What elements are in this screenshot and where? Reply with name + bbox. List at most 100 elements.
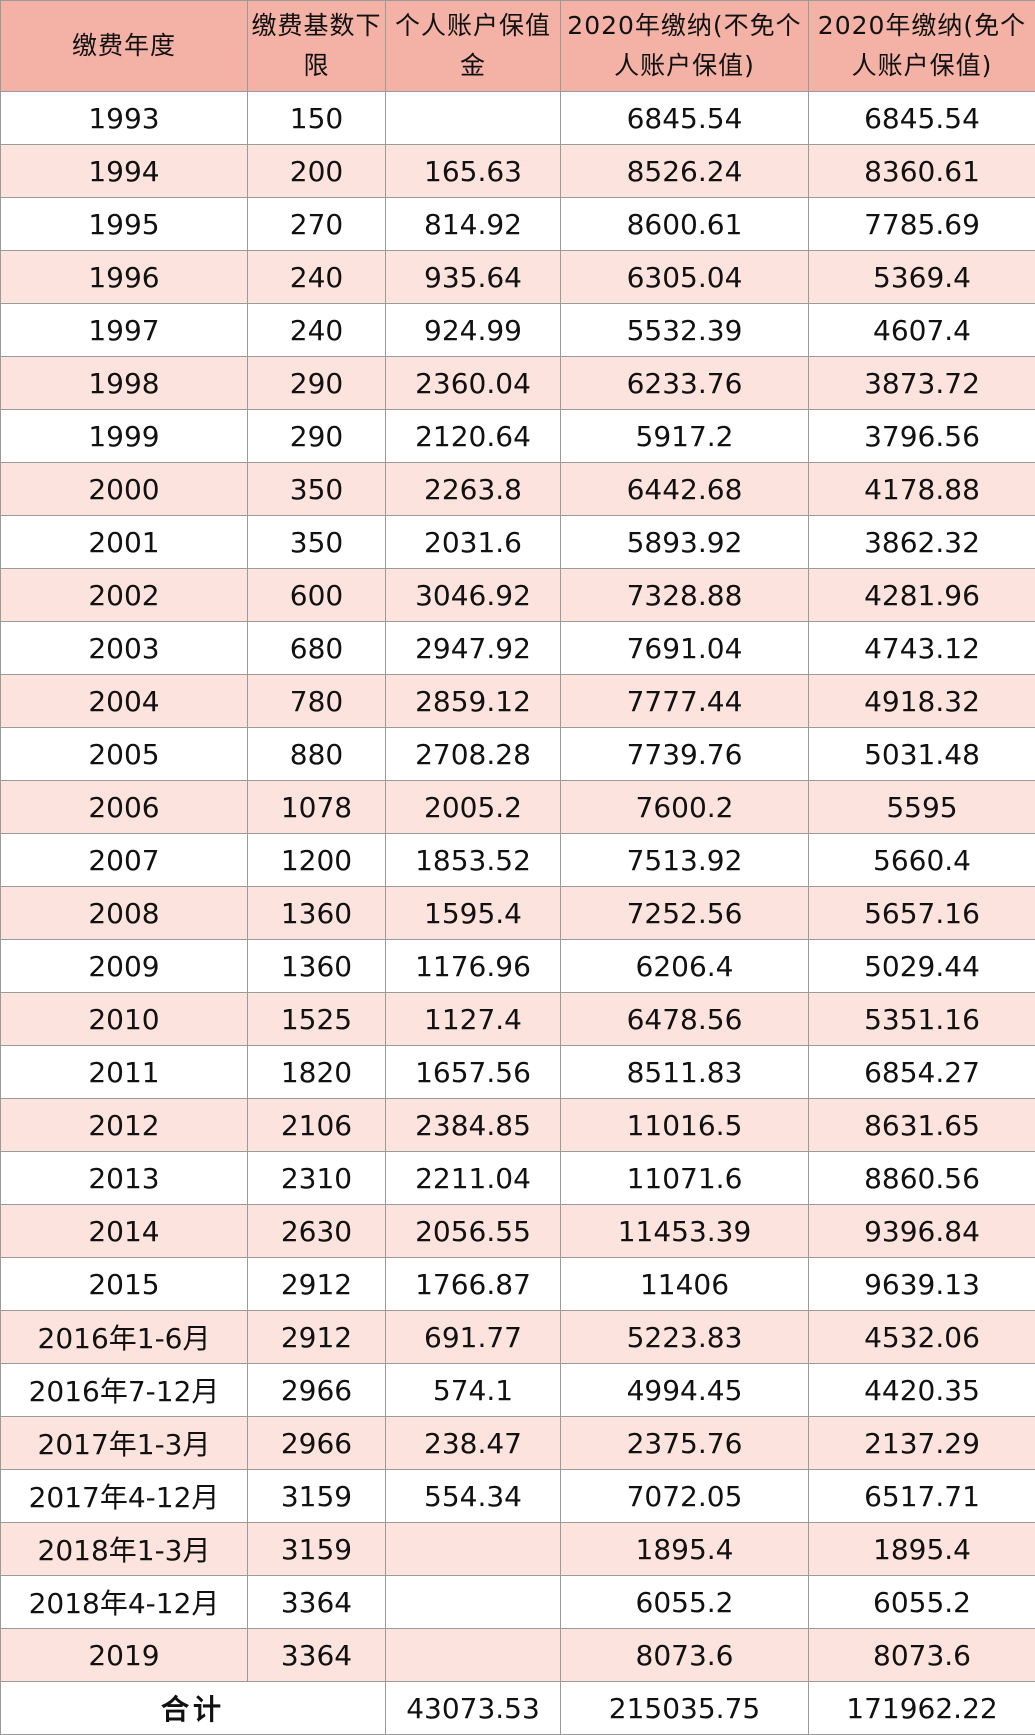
table-cell: 2002	[0, 568, 248, 622]
table-cell: 7600.2	[560, 780, 809, 834]
table-cell: 2310	[247, 1151, 386, 1205]
table-row: 1998 290 2360.04 6233.76 3873.72	[0, 356, 1035, 410]
table-cell: 2966	[247, 1416, 386, 1470]
table-cell: 1895.4	[560, 1522, 809, 1576]
table-cell: 7072.05	[560, 1469, 809, 1523]
table-cell: 600	[247, 568, 386, 622]
table-cell: 5351.16	[808, 992, 1035, 1046]
table-cell: 5029.44	[808, 939, 1035, 993]
table-row: 2011 1820 1657.56 8511.83 6854.27	[0, 1045, 1035, 1099]
table-cell: 8360.61	[808, 144, 1035, 198]
table-cell: 1176.96	[385, 939, 561, 993]
table-cell: 680	[247, 621, 386, 675]
table-cell: 7777.44	[560, 674, 809, 728]
table-cell: 2005.2	[385, 780, 561, 834]
table-cell: 7252.56	[560, 886, 809, 940]
table-cell: 2630	[247, 1204, 386, 1258]
table-cell: 7513.92	[560, 833, 809, 887]
table-cell: 5660.4	[808, 833, 1035, 887]
table-cell: 1999	[0, 409, 248, 463]
table-cell: 2106	[247, 1098, 386, 1152]
table-row: 2010 1525 1127.4 6478.56 5351.16	[0, 992, 1035, 1046]
table-cell: 2966	[247, 1363, 386, 1417]
table-cell: 691.77	[385, 1310, 561, 1364]
table-row: 2008 1360 1595.4 7252.56 5657.16	[0, 886, 1035, 940]
table-row: 2018年1-3月 3159 1895.4 1895.4	[0, 1522, 1035, 1576]
table-cell: 1993	[0, 91, 248, 145]
table-cell: 2009	[0, 939, 248, 993]
table-cell	[385, 1628, 561, 1682]
table-cell: 3862.32	[808, 515, 1035, 569]
table-cell: 4743.12	[808, 621, 1035, 675]
table-cell: 7328.88	[560, 568, 809, 622]
table-cell: 1360	[247, 939, 386, 993]
table-body: 1993 150 6845.54 6845.54 1994 200 165.63 8526.2…	[0, 91, 1035, 1735]
table-cell: 4994.45	[560, 1363, 809, 1417]
table-cell: 2360.04	[385, 356, 561, 410]
table-cell: 6845.54	[808, 91, 1035, 145]
total-label: 合计	[0, 1681, 386, 1735]
table-cell: 935.64	[385, 250, 561, 304]
table-cell: 11453.39	[560, 1204, 809, 1258]
table-row: 2002 600 3046.92 7328.88 4281.96	[0, 568, 1035, 622]
table-row: 2013 2310 2211.04 11071.6 8860.56	[0, 1151, 1035, 1205]
table-row: 1996 240 935.64 6305.04 5369.4	[0, 250, 1035, 304]
header-cell: 缴费基数下限	[247, 0, 386, 92]
table-cell: 1895.4	[808, 1522, 1035, 1576]
table-cell: 240	[247, 303, 386, 357]
table-cell: 350	[247, 515, 386, 569]
table-cell: 8511.83	[560, 1045, 809, 1099]
table-cell: 2859.12	[385, 674, 561, 728]
table-cell: 1525	[247, 992, 386, 1046]
table-cell: 2003	[0, 621, 248, 675]
table-cell: 290	[247, 409, 386, 463]
table-row: 2014 2630 2056.55 11453.39 9396.84	[0, 1204, 1035, 1258]
table-row: 1993 150 6845.54 6845.54	[0, 91, 1035, 145]
table-cell: 4420.35	[808, 1363, 1035, 1417]
table-cell: 1127.4	[385, 992, 561, 1046]
table-cell: 3364	[247, 1628, 386, 1682]
table-cell: 8860.56	[808, 1151, 1035, 1205]
table-cell: 270	[247, 197, 386, 251]
table-cell: 2947.92	[385, 621, 561, 675]
table-cell: 165.63	[385, 144, 561, 198]
table-cell: 2011	[0, 1045, 248, 1099]
table-cell: 2015	[0, 1257, 248, 1311]
table-cell: 2014	[0, 1204, 248, 1258]
table-cell: 1995	[0, 197, 248, 251]
table-cell: 6845.54	[560, 91, 809, 145]
table-row: 2006 1078 2005.2 7600.2 5595	[0, 780, 1035, 834]
table-cell: 574.1	[385, 1363, 561, 1417]
table-cell: 2912	[247, 1257, 386, 1311]
table-cell: 814.92	[385, 197, 561, 251]
table-row: 2018年4-12月 3364 6055.2 6055.2	[0, 1575, 1035, 1629]
table-cell: 6854.27	[808, 1045, 1035, 1099]
table-row: 2016年7-12月 2966 574.1 4994.45 4420.35	[0, 1363, 1035, 1417]
table-cell: 2120.64	[385, 409, 561, 463]
table-cell: 2031.6	[385, 515, 561, 569]
table-row: 2017年1-3月 2966 238.47 2375.76 2137.29	[0, 1416, 1035, 1470]
table-cell: 5369.4	[808, 250, 1035, 304]
total-cell: 171962.22	[808, 1681, 1035, 1735]
table-cell: 8600.61	[560, 197, 809, 251]
table-cell: 6442.68	[560, 462, 809, 516]
total-cell: 215035.75	[560, 1681, 809, 1735]
table-cell: 240	[247, 250, 386, 304]
table-cell: 11071.6	[560, 1151, 809, 1205]
table-cell: 9639.13	[808, 1257, 1035, 1311]
table-cell: 6517.71	[808, 1469, 1035, 1523]
table-cell: 4532.06	[808, 1310, 1035, 1364]
table-cell: 11406	[560, 1257, 809, 1311]
table-cell: 2018年4-12月	[0, 1575, 248, 1629]
table-cell: 3159	[247, 1469, 386, 1523]
table-cell: 3046.92	[385, 568, 561, 622]
table-cell: 2012	[0, 1098, 248, 1152]
table-cell: 4178.88	[808, 462, 1035, 516]
table-cell: 2010	[0, 992, 248, 1046]
table-cell: 1996	[0, 250, 248, 304]
table-cell: 780	[247, 674, 386, 728]
table-cell: 7691.04	[560, 621, 809, 675]
table-cell: 2013	[0, 1151, 248, 1205]
table-cell: 4281.96	[808, 568, 1035, 622]
